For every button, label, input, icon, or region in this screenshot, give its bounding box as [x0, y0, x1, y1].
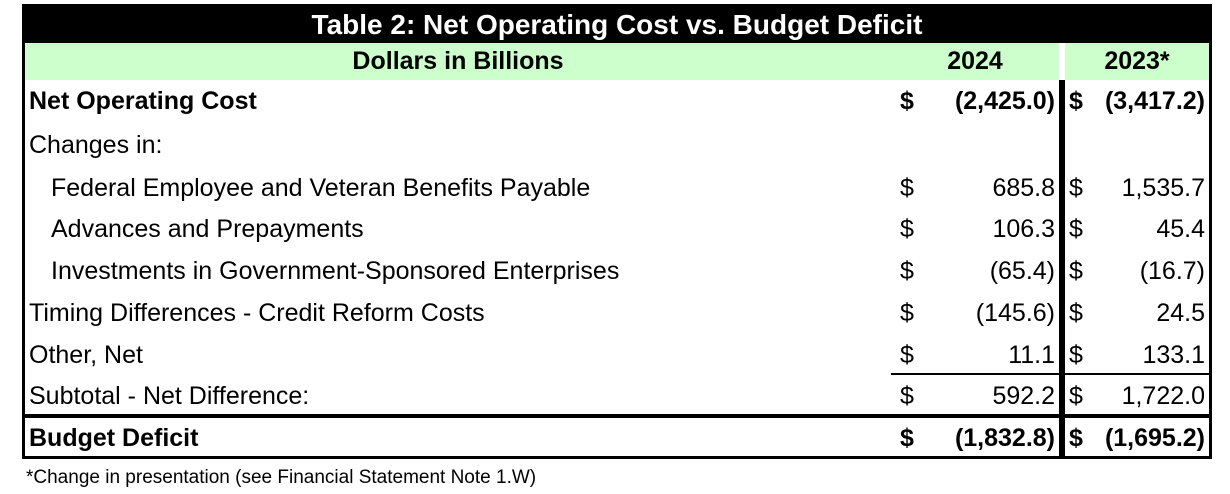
- table-row: Timing Differences - Credit Reform Costs…: [25, 292, 1209, 334]
- header-year-2024: 2024: [947, 47, 1003, 75]
- column-divider: [1059, 80, 1065, 456]
- table-row: Other, Net $11.1 $133.1: [25, 334, 1209, 376]
- dollar-sign-2023: $: [1069, 424, 1083, 452]
- table-row: Federal Employee and Veteran Benefits Pa…: [25, 167, 1209, 209]
- table-row: Advances and Prepayments $106.3 $45.4: [25, 208, 1209, 250]
- row-label: Federal Employee and Veteran Benefits Pa…: [51, 174, 591, 202]
- value-2023: 133.1: [1142, 341, 1205, 369]
- dollar-sign-2024: $: [900, 215, 914, 243]
- value-2024: 106.3: [992, 215, 1055, 243]
- dollar-sign-2023: $: [1069, 215, 1083, 243]
- dollar-sign-2024: $: [900, 382, 914, 410]
- subtotal-rule-2024: [891, 373, 1059, 375]
- value-2023: 1,722.0: [1121, 382, 1205, 410]
- table-title: Table 2: Net Operating Cost vs. Budget D…: [25, 7, 1209, 43]
- row-label: Budget Deficit: [29, 424, 199, 452]
- value-2024: 685.8: [992, 174, 1055, 202]
- row-label: Other, Net: [29, 341, 143, 369]
- table-row: Changes in:: [25, 124, 1209, 166]
- dollar-sign-2024: $: [900, 174, 914, 202]
- value-2024: (145.6): [975, 299, 1055, 327]
- dollar-sign-2024: $: [900, 424, 914, 452]
- row-label: Net Operating Cost: [29, 87, 257, 115]
- value-2023: (16.7): [1139, 257, 1205, 285]
- value-2023: (1,695.2): [1104, 424, 1205, 452]
- header-column-divider: [1059, 43, 1065, 80]
- dollar-sign-2024: $: [900, 87, 914, 115]
- dollar-sign-2023: $: [1069, 174, 1083, 202]
- row-label: Timing Differences - Credit Reform Costs: [29, 299, 485, 327]
- value-2024: (2,425.0): [954, 87, 1055, 115]
- value-2023: 45.4: [1156, 215, 1205, 243]
- dollar-sign-2024: $: [900, 341, 914, 369]
- dollar-sign-2024: $: [900, 299, 914, 327]
- value-2024: (65.4): [989, 257, 1055, 285]
- table-row: Investments in Government-Sponsored Ente…: [25, 250, 1209, 292]
- row-label: Advances and Prepayments: [51, 215, 364, 243]
- value-2024: 592.2: [992, 382, 1055, 410]
- value-2024: (1,832.8): [954, 424, 1055, 452]
- dollar-sign-2023: $: [1069, 257, 1083, 285]
- dollar-sign-2024: $: [900, 257, 914, 285]
- row-label: Investments in Government-Sponsored Ente…: [51, 257, 620, 285]
- total-rule: [25, 414, 1209, 418]
- row-label: Changes in:: [29, 131, 163, 159]
- table-header: Dollars in Billions 2024 2023*: [25, 43, 1209, 80]
- dollar-sign-2023: $: [1069, 382, 1083, 410]
- dollar-sign-2023: $: [1069, 87, 1083, 115]
- subtotal-rule-2023: [1065, 373, 1209, 375]
- header-year-2023: 2023*: [1104, 47, 1170, 75]
- budget-table: Table 2: Net Operating Cost vs. Budget D…: [22, 4, 1212, 459]
- dollar-sign-2023: $: [1069, 341, 1083, 369]
- value-2023: 24.5: [1156, 299, 1205, 327]
- value-2023: (3,417.2): [1104, 87, 1205, 115]
- footnote: *Change in presentation (see Financial S…: [26, 467, 537, 488]
- table-row: Subtotal - Net Difference: $592.2 $1,722.0: [25, 377, 1209, 415]
- row-label: Subtotal - Net Difference:: [29, 382, 310, 410]
- value-2024: 11.1: [1008, 341, 1055, 369]
- table-row: Budget Deficit $ (1,832.8) $ (1,695.2): [25, 419, 1209, 457]
- value-2023: 1,535.7: [1121, 174, 1205, 202]
- table-row: Net Operating Cost $ (2,425.0) $ (3,417.2): [25, 80, 1209, 122]
- dollar-sign-2023: $: [1069, 299, 1083, 327]
- header-label: Dollars in Billions: [352, 47, 564, 75]
